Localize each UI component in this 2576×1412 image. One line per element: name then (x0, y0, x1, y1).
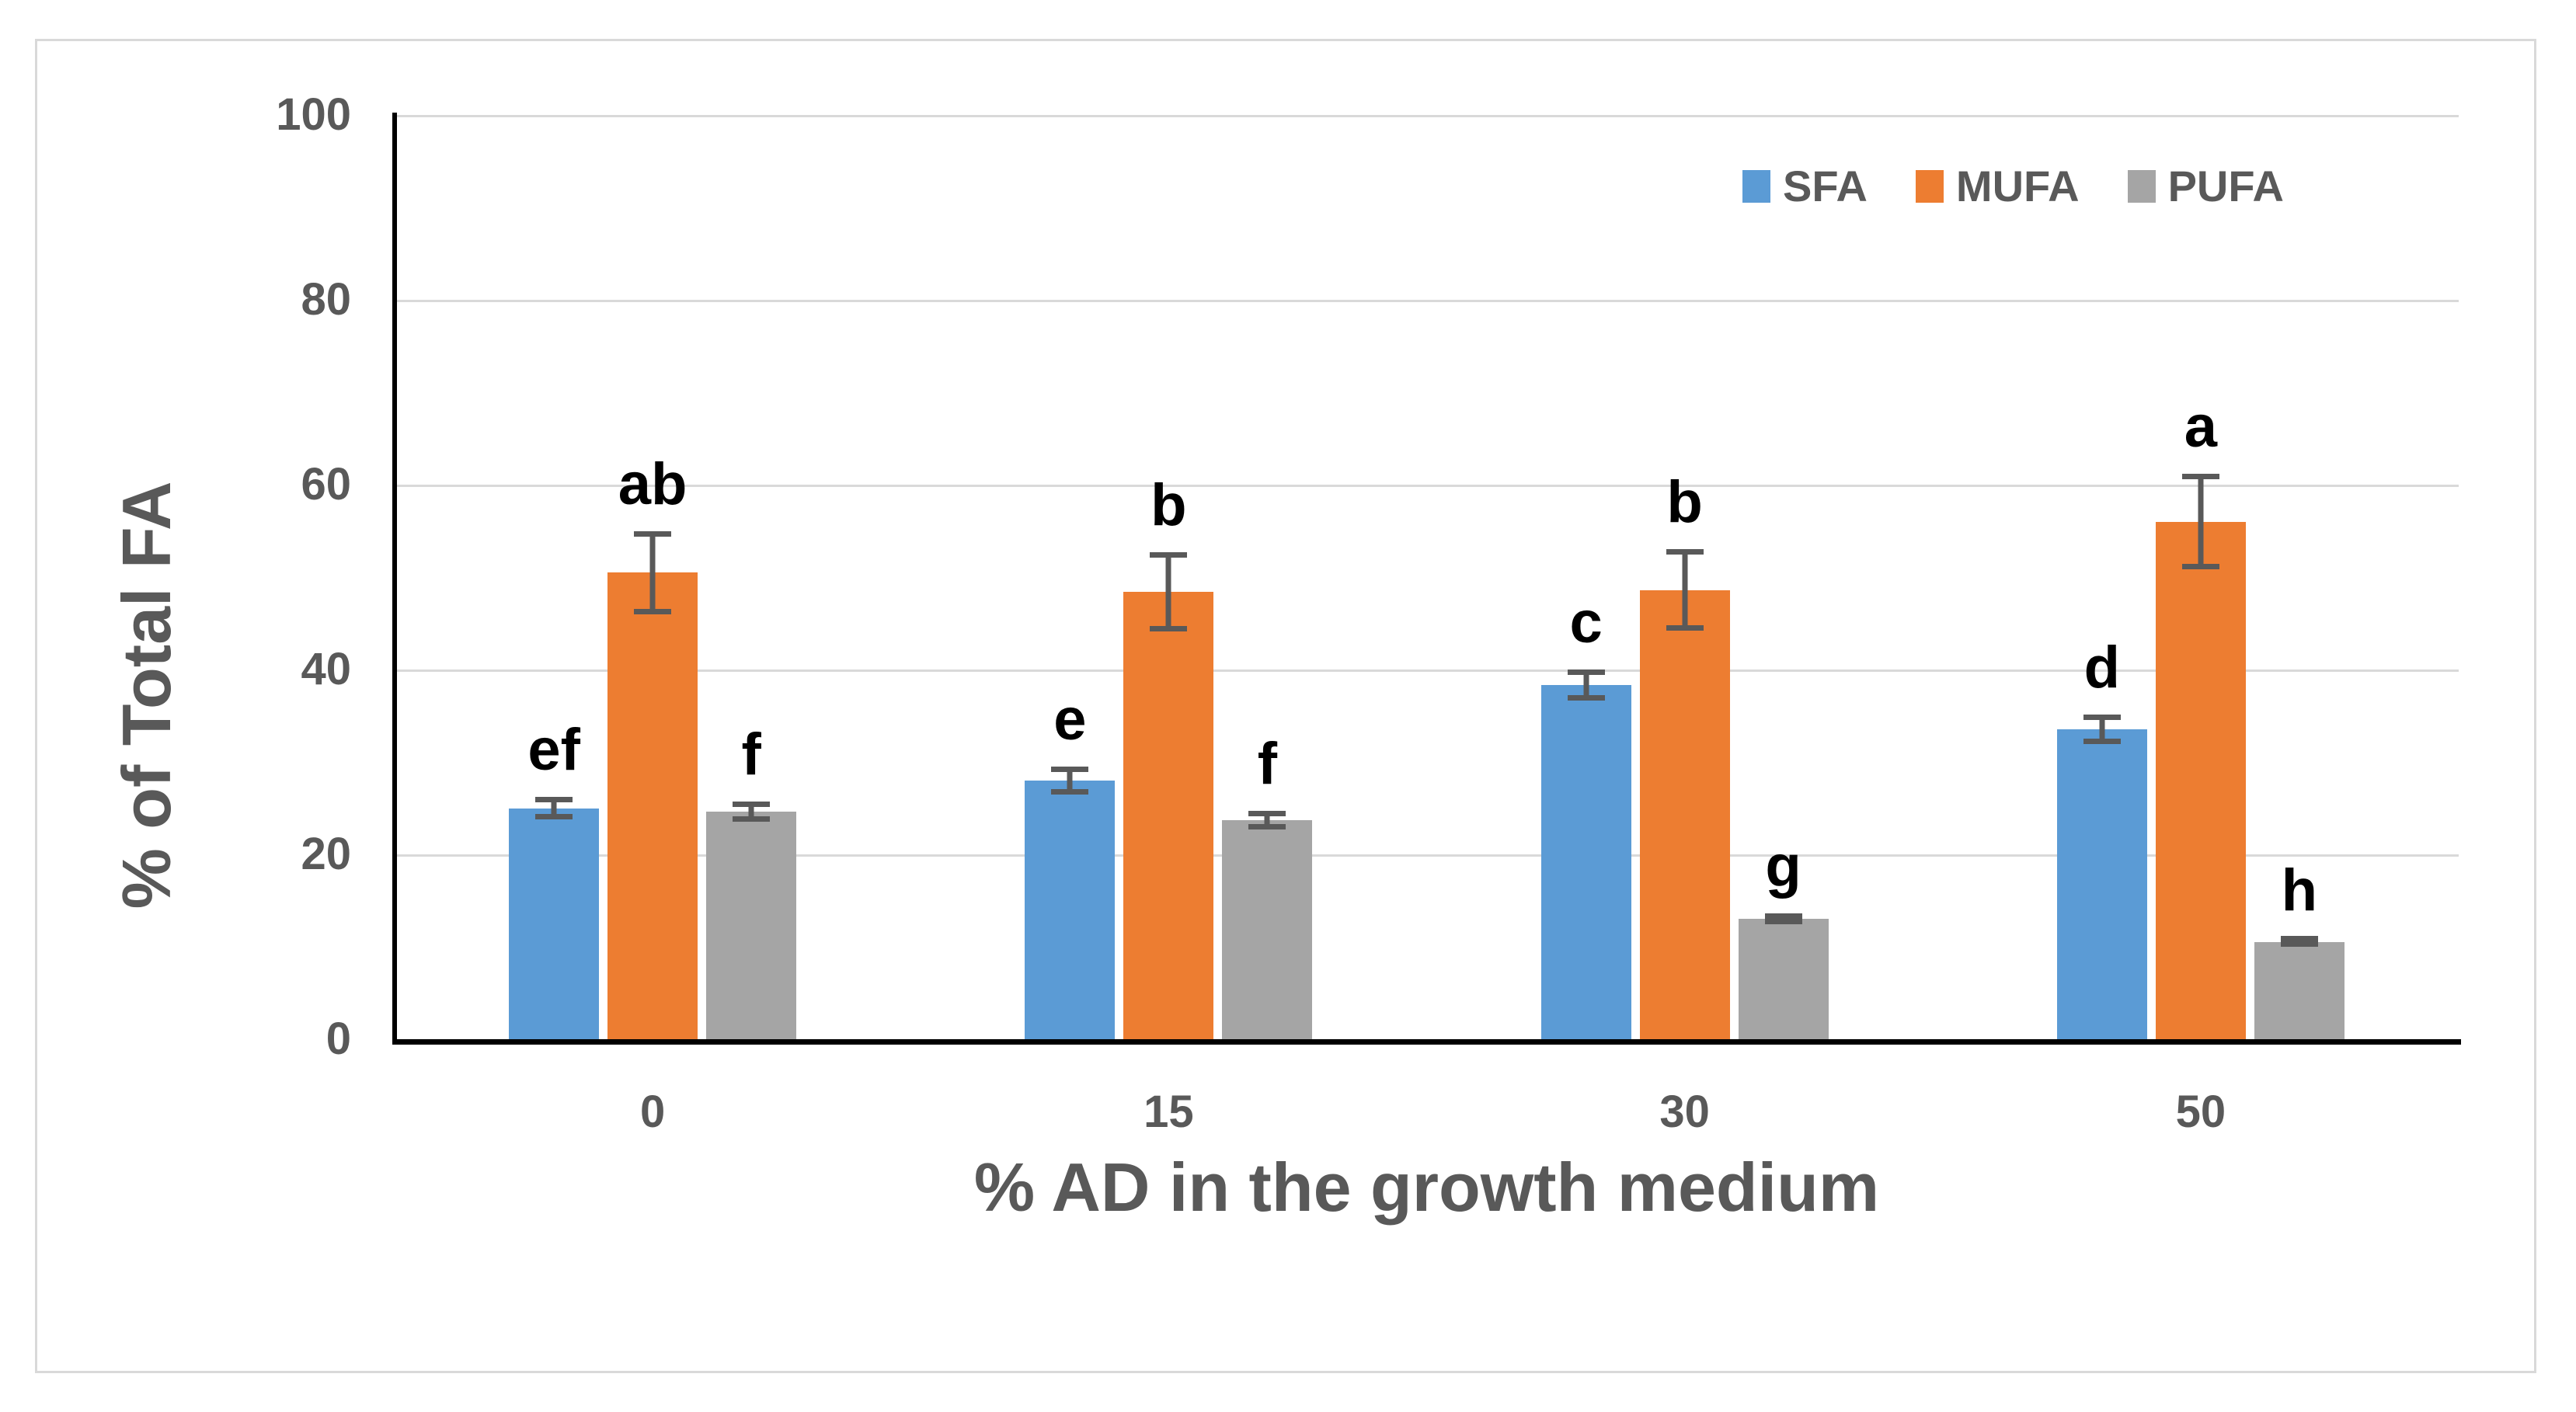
sig-letter-pufa-30: g (1765, 833, 1801, 900)
gridline-y-100 (395, 115, 2459, 117)
bar-pufa-0 (706, 812, 797, 1039)
x-axis-title: % AD in the growth medium (973, 1149, 1880, 1226)
sig-letter-sfa-0: ef (527, 717, 580, 784)
x-tick-label-0: 0 (639, 1087, 666, 1137)
legend-item-pufa: PUFA (2127, 162, 2284, 210)
error-bar-line (1583, 675, 1589, 696)
x-axis-line (392, 1039, 2461, 1045)
x-tick-label-50: 50 (2175, 1087, 2226, 1137)
bar-mufa-15 (1123, 592, 1214, 1039)
gridline-y-20 (395, 854, 2459, 857)
error-bar-line (2198, 478, 2204, 565)
bar-pufa-30 (1738, 919, 1829, 1039)
bar-sfa-50 (2056, 729, 2147, 1039)
error-bar-mufa-30 (1666, 549, 1704, 631)
gridline-y-80 (395, 300, 2459, 302)
error-bar-line (1067, 771, 1073, 789)
error-bar-line (649, 536, 656, 609)
sig-letter-mufa-50: a (2184, 393, 2218, 460)
gridline-y-60 (395, 485, 2459, 487)
legend: SFA MUFA PUFA (1742, 165, 2284, 208)
error-bar-pufa-15 (1248, 811, 1286, 829)
bar-sfa-0 (509, 808, 600, 1039)
bar-mufa-50 (2155, 521, 2246, 1039)
bar-mufa-0 (607, 572, 698, 1039)
legend-label-sfa: SFA (1783, 162, 1868, 210)
y-axis-title: % of Total FA (108, 481, 185, 909)
plot-area: ef ab f e b f c b g d a h (395, 115, 2459, 1039)
bar-sfa-15 (1025, 780, 1116, 1039)
error-bar-sfa-0 (535, 797, 573, 819)
error-bar-line (748, 807, 754, 817)
sig-letter-pufa-0: f (741, 722, 761, 788)
y-tick-label-60: 60 (301, 459, 351, 510)
legend-item-mufa: MUFA (1915, 162, 2080, 210)
sig-letter-pufa-15: f (1257, 731, 1278, 798)
error-bar-sfa-30 (1567, 669, 1605, 701)
legend-item-sfa: SFA (1742, 165, 1868, 208)
error-bar-line (1682, 555, 1688, 626)
x-tick-label-15: 15 (1144, 1087, 1194, 1137)
error-bar-line (551, 802, 557, 814)
bar-pufa-15 (1222, 819, 1313, 1039)
sig-letter-mufa-30: b (1666, 469, 1703, 536)
error-bar-sfa-50 (2083, 715, 2121, 745)
error-bar-mufa-15 (1150, 551, 1188, 632)
y-tick-label-20: 20 (301, 829, 351, 879)
sig-letter-mufa-0: ab (618, 450, 688, 517)
sig-letter-mufa-15: b (1150, 471, 1187, 538)
error-bar-pufa-0 (733, 802, 771, 823)
error-bar-line (1264, 816, 1270, 824)
legend-swatch-sfa (1742, 170, 1770, 203)
figure-frame (35, 39, 2536, 1373)
y-tick-label-100: 100 (276, 89, 351, 140)
y-axis-line (392, 113, 397, 1042)
bar-sfa-30 (1540, 685, 1631, 1039)
bar-pufa-50 (2254, 942, 2345, 1039)
error-bar-line (2099, 720, 2105, 739)
error-bar-sfa-15 (1051, 766, 1089, 795)
error-bar-mufa-0 (634, 530, 672, 614)
y-tick-label-0: 0 (325, 1014, 351, 1064)
legend-swatch-pufa (2127, 170, 2156, 203)
sig-letter-pufa-50: h (2281, 857, 2318, 924)
legend-label-mufa: MUFA (1955, 162, 2080, 210)
error-bar-pufa-50 (2280, 936, 2318, 947)
error-bar-mufa-50 (2181, 473, 2219, 570)
bar-mufa-30 (1639, 589, 1730, 1039)
legend-swatch-mufa (1915, 170, 1944, 203)
sig-letter-sfa-50: d (2083, 635, 2121, 701)
error-bar-line (1165, 557, 1171, 627)
legend-label-pufa: PUFA (2167, 162, 2284, 210)
gridline-y-40 (395, 669, 2459, 672)
y-tick-label-40: 40 (301, 644, 351, 694)
sig-letter-sfa-30: c (1569, 589, 1603, 656)
y-tick-label-80: 80 (301, 274, 351, 325)
error-bar-pufa-30 (1764, 913, 1802, 925)
x-tick-label-30: 30 (1659, 1087, 1710, 1137)
sig-letter-sfa-15: e (1053, 686, 1087, 753)
